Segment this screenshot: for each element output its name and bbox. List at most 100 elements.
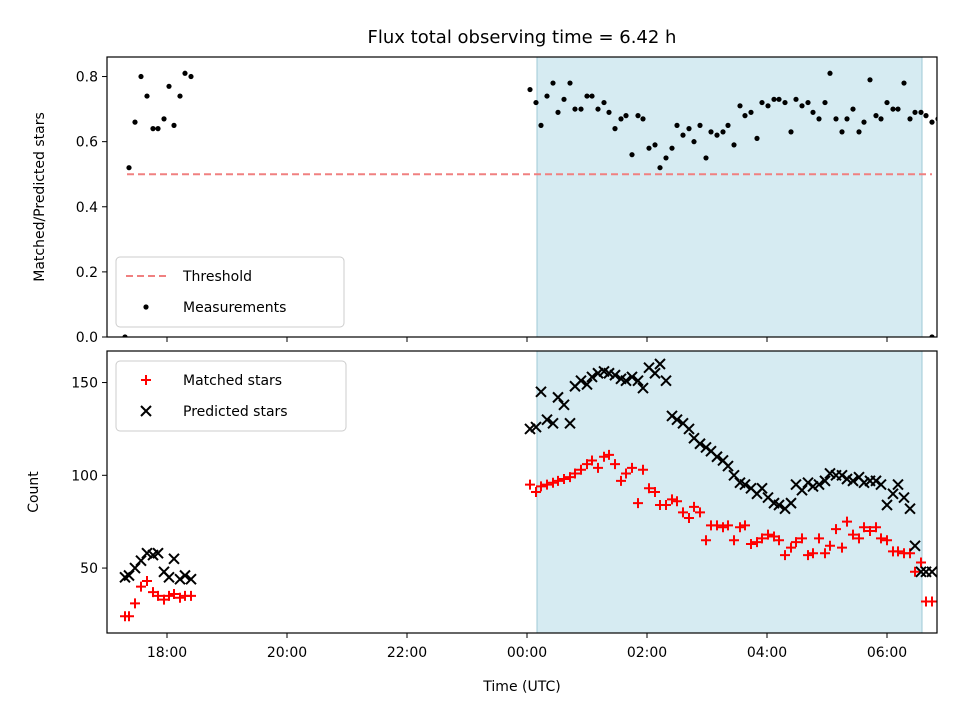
data-point xyxy=(867,77,873,83)
data-point xyxy=(620,374,632,387)
data-point xyxy=(728,469,740,482)
data-point xyxy=(126,165,132,171)
data-point xyxy=(893,546,903,557)
data-point xyxy=(771,96,777,102)
data-point xyxy=(729,535,739,546)
data-point xyxy=(757,533,767,544)
data-point xyxy=(788,129,794,135)
data-point xyxy=(918,109,924,115)
plot-area xyxy=(122,70,937,337)
data-point xyxy=(581,378,593,391)
data-point xyxy=(854,533,864,544)
data-point xyxy=(759,99,765,106)
data-point xyxy=(848,529,858,540)
data-point xyxy=(892,478,904,491)
data-point xyxy=(561,96,567,102)
data-point xyxy=(595,106,601,112)
data-point xyxy=(548,477,558,488)
data-point xyxy=(601,99,607,106)
data-point xyxy=(748,109,754,115)
data-point xyxy=(680,132,686,138)
data-point xyxy=(185,573,197,585)
data-point xyxy=(186,590,196,601)
data-point xyxy=(558,399,570,411)
data-point xyxy=(776,96,782,102)
data-point xyxy=(661,499,671,510)
data-point xyxy=(649,367,661,379)
data-point xyxy=(871,522,881,533)
data-point xyxy=(637,382,649,394)
data-point xyxy=(898,491,910,504)
data-point xyxy=(644,483,654,494)
data-point xyxy=(144,93,150,99)
data-point xyxy=(610,459,620,470)
observing-window-span xyxy=(536,56,923,338)
chart-title: Flux total observing time = 6.42 h xyxy=(368,27,677,48)
data-point xyxy=(786,542,796,553)
data-point xyxy=(589,93,595,99)
data-point xyxy=(633,498,643,509)
data-point xyxy=(530,421,542,433)
data-point xyxy=(695,507,705,518)
data-point xyxy=(684,512,694,523)
data-point xyxy=(576,464,586,475)
x-axis-label: Time (UTC) xyxy=(482,679,560,695)
axes-frame xyxy=(106,350,938,634)
data-point xyxy=(793,96,799,102)
data-point xyxy=(810,109,816,115)
data-point xyxy=(683,423,695,435)
data-point xyxy=(833,116,839,122)
data-point xyxy=(626,371,638,383)
data-point xyxy=(646,145,652,151)
data-point xyxy=(623,113,629,119)
y-tick-label: 0.0 xyxy=(76,330,98,346)
data-point xyxy=(632,374,644,387)
data-point xyxy=(572,106,578,112)
data-point xyxy=(850,106,856,112)
legend-marker xyxy=(141,375,151,385)
data-point xyxy=(722,460,734,472)
data-point xyxy=(547,417,559,430)
data-point xyxy=(609,369,621,381)
x-tick-label: 04:00 xyxy=(747,645,787,661)
data-point xyxy=(774,535,784,546)
data-point xyxy=(638,464,648,475)
data-point xyxy=(711,451,723,463)
data-point xyxy=(909,540,921,552)
data-point xyxy=(650,487,660,497)
data-point xyxy=(175,592,185,603)
top-panel: 0.0 0.2 0.4 0.6 0.8 Matched/Predicted stars Th… xyxy=(32,56,938,346)
bottom-panel: 50 100 150 18:00 20:00 22:00 00:00 02:00 04:00 06… xyxy=(26,350,938,661)
data-point xyxy=(847,475,859,487)
data-point xyxy=(564,417,576,430)
data-point xyxy=(640,116,646,122)
series-predicted-stars xyxy=(119,358,937,585)
data-point xyxy=(694,438,706,450)
legend-box xyxy=(115,360,347,432)
data-point xyxy=(169,589,179,600)
data-point xyxy=(153,590,163,601)
data-point xyxy=(827,70,833,76)
data-point xyxy=(901,80,907,86)
data-point xyxy=(657,165,663,171)
data-point xyxy=(907,116,913,122)
data-point xyxy=(555,109,561,115)
data-point xyxy=(861,119,867,125)
data-point xyxy=(929,119,935,125)
data-point xyxy=(535,386,547,398)
y-tick-label: 0.4 xyxy=(76,200,98,216)
data-point xyxy=(135,554,147,567)
data-point xyxy=(567,80,573,86)
data-point xyxy=(910,566,920,577)
data-point xyxy=(627,462,637,473)
data-point xyxy=(155,126,161,132)
data-point xyxy=(544,93,550,99)
data-point xyxy=(587,455,597,466)
x-tick-label: 20:00 xyxy=(267,645,307,661)
data-point xyxy=(130,598,140,609)
data-point xyxy=(844,116,850,122)
data-point xyxy=(740,520,750,531)
data-point xyxy=(553,475,563,486)
data-point xyxy=(714,132,720,138)
data-point xyxy=(674,122,680,128)
